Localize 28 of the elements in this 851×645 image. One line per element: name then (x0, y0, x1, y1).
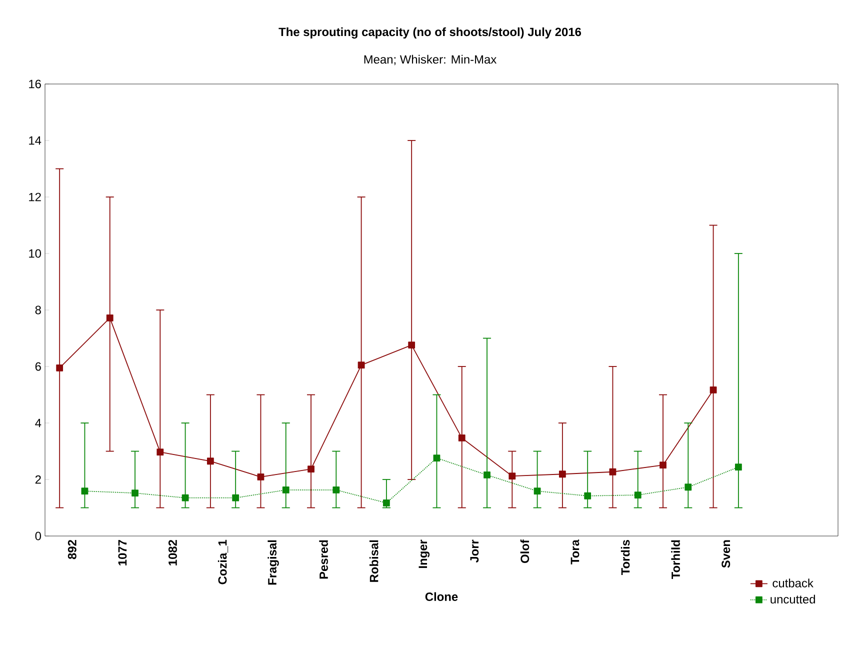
x-tick-label: 1077 (118, 540, 127, 566)
x-axis-title: Clone (425, 592, 458, 601)
y-tick-label: 0 (35, 532, 42, 540)
x-tick-label: Torhild (671, 540, 680, 579)
x-tick-label: Jorr (470, 540, 479, 563)
y-tick-label: 2 (35, 475, 41, 484)
x-tick-label: Tora (570, 539, 580, 564)
x-tick-label: Fragisal (268, 540, 279, 585)
x-tick-label: Sven (722, 540, 730, 568)
chart-title: The sprouting capacity (no of shoots/stool) July 2016 (278, 27, 582, 39)
y-tick-label: 8 (35, 306, 41, 314)
legend-label: cutback (772, 578, 814, 588)
y-tick-label: 16 (29, 80, 41, 88)
x-tick-label: Olof (520, 539, 530, 563)
x-tick-label: Cozia_1 (218, 540, 228, 584)
y-tick-label: 12 (29, 192, 41, 202)
x-tick-label: Robisal (369, 540, 378, 582)
x-tick-label: 1082 (168, 540, 177, 566)
x-tick-label: Tordis (620, 540, 630, 576)
x-tick-label: Pesred (319, 540, 328, 579)
x-tick-label: Inger (418, 540, 430, 568)
y-tick-label: 14 (29, 136, 42, 145)
y-tick-label: 10 (29, 249, 42, 258)
chart-subtitle: Mean; Whisker: Min-Max (364, 54, 497, 66)
y-tick-label: 4 (35, 418, 42, 428)
y-tick-label: 6 (35, 362, 41, 371)
x-tick-label: 892 (68, 540, 76, 560)
legend-label: uncutted (770, 594, 815, 604)
